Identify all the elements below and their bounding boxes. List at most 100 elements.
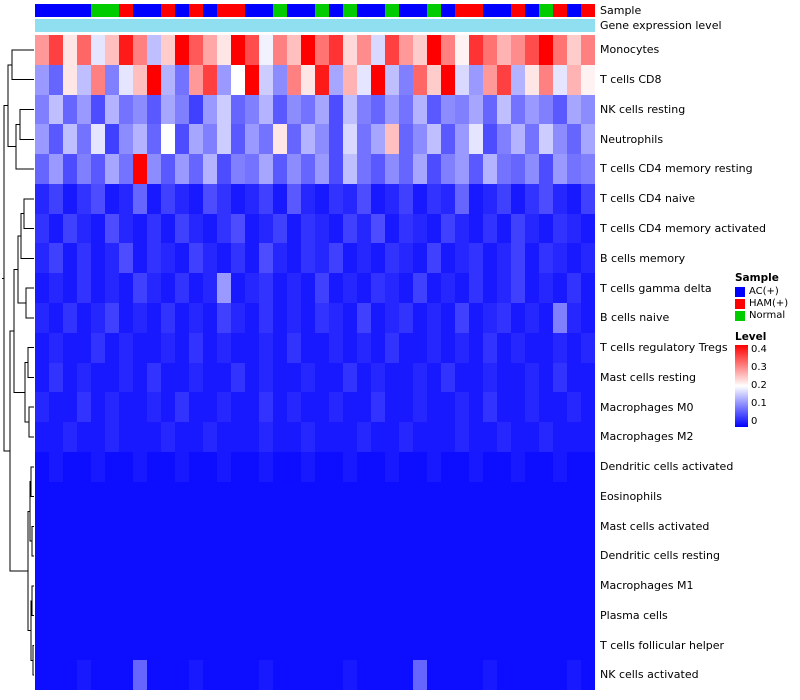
row-label: T cells CD4 memory resting bbox=[600, 162, 753, 176]
heatmap-cell bbox=[441, 213, 455, 244]
heatmap-cell bbox=[119, 332, 133, 363]
heatmap-cell bbox=[231, 541, 245, 571]
heatmap-cell bbox=[49, 124, 63, 155]
heatmap-cell bbox=[567, 451, 581, 482]
sample-annotation-cell bbox=[399, 4, 413, 17]
legend-swatch bbox=[735, 286, 745, 297]
heatmap-cell bbox=[441, 481, 455, 512]
heatmap-cell bbox=[77, 273, 91, 303]
heatmap-cell bbox=[413, 600, 427, 631]
heatmap-cell bbox=[175, 392, 189, 423]
heatmap-cell bbox=[231, 570, 245, 601]
heatmap-cell bbox=[371, 273, 385, 303]
sample-annotation-cell bbox=[63, 4, 77, 17]
heatmap-cell bbox=[483, 600, 497, 631]
heatmap-cell bbox=[259, 302, 273, 333]
heatmap-cell bbox=[413, 451, 427, 482]
heatmap-cell bbox=[413, 154, 427, 184]
heatmap-cell bbox=[427, 660, 441, 690]
heatmap-cell bbox=[455, 570, 469, 601]
heatmap-cell bbox=[399, 332, 413, 363]
heatmap-cell bbox=[175, 94, 189, 125]
heatmap-cell bbox=[301, 541, 315, 571]
heatmap-cell bbox=[77, 630, 91, 661]
heatmap-cell bbox=[273, 422, 287, 452]
heatmap-cell bbox=[301, 660, 315, 690]
sample-annotation-cell bbox=[483, 4, 497, 17]
heatmap-cell bbox=[301, 422, 315, 452]
heatmap-cell bbox=[441, 600, 455, 631]
heatmap-cell bbox=[469, 154, 483, 184]
heatmap-cell bbox=[357, 660, 371, 690]
heatmap-cell bbox=[287, 124, 301, 155]
heatmap-cell bbox=[567, 362, 581, 393]
heatmap-cell bbox=[427, 213, 441, 244]
heatmap-cell bbox=[105, 64, 119, 95]
heatmap-cell bbox=[77, 94, 91, 125]
heatmap-cell bbox=[399, 362, 413, 393]
heatmap-cell bbox=[385, 392, 399, 423]
heatmap-cell bbox=[91, 600, 105, 631]
heatmap-cell bbox=[105, 302, 119, 333]
heatmap-cell bbox=[91, 273, 105, 303]
row-label: T cells gamma delta bbox=[600, 281, 712, 295]
heatmap-cell bbox=[427, 124, 441, 155]
heatmap-cell bbox=[525, 243, 539, 274]
heatmap-cell bbox=[245, 64, 259, 95]
heatmap-cell bbox=[147, 332, 161, 363]
heatmap-cell bbox=[217, 511, 231, 542]
heatmap-cell bbox=[91, 94, 105, 125]
heatmap-cell bbox=[315, 302, 329, 333]
heatmap-cell bbox=[427, 243, 441, 274]
heatmap-cell bbox=[413, 630, 427, 661]
heatmap-cell bbox=[91, 362, 105, 393]
heatmap-cell bbox=[343, 94, 357, 125]
heatmap-cell bbox=[119, 183, 133, 214]
heatmap-cell bbox=[497, 392, 511, 423]
heatmap-cell bbox=[287, 332, 301, 363]
heatmap-cell bbox=[343, 332, 357, 363]
heatmap-cell bbox=[63, 64, 77, 95]
heatmap-cell bbox=[539, 183, 553, 214]
heatmap-cell bbox=[511, 570, 525, 601]
heatmap-cell bbox=[567, 570, 581, 601]
heatmap-cell bbox=[91, 392, 105, 423]
heatmap-cell bbox=[259, 94, 273, 125]
heatmap-cell bbox=[147, 362, 161, 393]
legend-sample-title: Sample bbox=[735, 272, 779, 284]
heatmap-cell bbox=[175, 35, 189, 65]
heatmap-cell bbox=[567, 94, 581, 125]
heatmap-cell bbox=[511, 422, 525, 452]
heatmap-cell bbox=[469, 64, 483, 95]
heatmap-cell bbox=[91, 660, 105, 690]
heatmap-cell bbox=[539, 273, 553, 303]
heatmap-cell bbox=[175, 302, 189, 333]
heatmap-cell bbox=[63, 570, 77, 601]
heatmap-cell bbox=[371, 154, 385, 184]
heatmap-cell bbox=[49, 64, 63, 95]
heatmap-cell bbox=[49, 213, 63, 244]
heatmap-cell bbox=[245, 481, 259, 512]
sample-annotation-cell bbox=[161, 4, 175, 17]
heatmap-cell bbox=[315, 392, 329, 423]
heatmap-grid bbox=[35, 35, 595, 690]
heatmap-cell bbox=[469, 94, 483, 125]
heatmap-cell bbox=[357, 481, 371, 512]
heatmap-cell bbox=[483, 660, 497, 690]
heatmap-cell bbox=[511, 451, 525, 482]
row-label: Plasma cells bbox=[600, 608, 668, 622]
heatmap-cell bbox=[385, 183, 399, 214]
heatmap-cell bbox=[315, 124, 329, 155]
heatmap-cell bbox=[539, 302, 553, 333]
heatmap-cell bbox=[497, 124, 511, 155]
heatmap-cell bbox=[455, 273, 469, 303]
heatmap-cell bbox=[329, 362, 343, 393]
heatmap-cell bbox=[259, 451, 273, 482]
heatmap-cell bbox=[147, 511, 161, 542]
sample-annotation-bar bbox=[35, 4, 595, 17]
heatmap-cell bbox=[441, 273, 455, 303]
heatmap-cell bbox=[231, 154, 245, 184]
heatmap-cell bbox=[329, 273, 343, 303]
heatmap-cell bbox=[357, 332, 371, 363]
heatmap-cell bbox=[553, 630, 567, 661]
